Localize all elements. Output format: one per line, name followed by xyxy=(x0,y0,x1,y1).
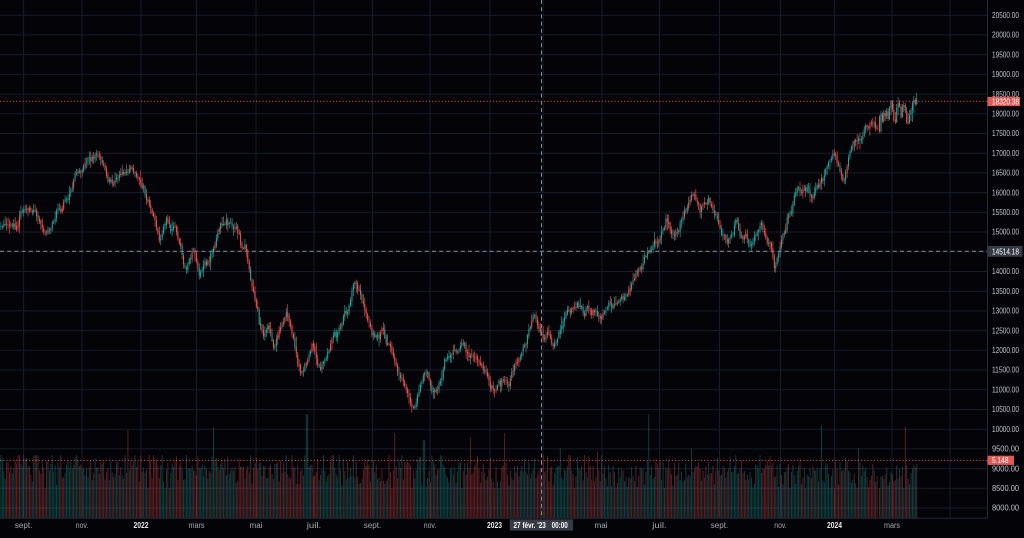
svg-text:10500.00: 10500.00 xyxy=(992,405,1019,414)
svg-text:15500.00: 15500.00 xyxy=(992,208,1019,217)
svg-text:14514.18: 14514.18 xyxy=(992,248,1019,257)
svg-text:2022: 2022 xyxy=(134,521,149,530)
svg-text:nov.: nov. xyxy=(76,521,89,530)
svg-text:11500.00: 11500.00 xyxy=(992,366,1019,375)
svg-text:17000.00: 17000.00 xyxy=(992,149,1019,158)
svg-text:15000.00: 15000.00 xyxy=(992,228,1019,237)
svg-text:juil.: juil. xyxy=(651,521,667,530)
svg-text:20000.00: 20000.00 xyxy=(992,31,1019,40)
svg-text:12500.00: 12500.00 xyxy=(992,326,1019,335)
svg-text:juil.: juil. xyxy=(306,521,322,530)
svg-text:18000.00: 18000.00 xyxy=(992,110,1019,119)
svg-text:18500.00: 18500.00 xyxy=(992,90,1019,99)
svg-text:sept.: sept. xyxy=(15,521,33,530)
svg-text:8500.00: 8500.00 xyxy=(992,484,1020,493)
svg-text:19500.00: 19500.00 xyxy=(992,50,1019,59)
svg-text:sept.: sept. xyxy=(364,521,382,530)
svg-text:mars: mars xyxy=(884,521,900,530)
svg-text:2024: 2024 xyxy=(827,521,842,530)
svg-text:11000.00: 11000.00 xyxy=(992,385,1019,394)
svg-text:nov.: nov. xyxy=(424,521,437,530)
svg-text:17500.00: 17500.00 xyxy=(992,129,1019,138)
svg-text:14000.00: 14000.00 xyxy=(992,267,1019,276)
svg-text:12000.00: 12000.00 xyxy=(992,346,1019,355)
svg-text:5.148: 5.148 xyxy=(992,456,1009,465)
svg-text:sept.: sept. xyxy=(711,521,729,530)
svg-text:16000.00: 16000.00 xyxy=(992,188,1019,197)
svg-text:9000.00: 9000.00 xyxy=(992,464,1020,473)
svg-text:mai: mai xyxy=(250,521,263,530)
svg-text:16500.00: 16500.00 xyxy=(992,169,1019,178)
svg-text:9500.00: 9500.00 xyxy=(992,445,1020,454)
svg-text:13000.00: 13000.00 xyxy=(992,307,1019,316)
svg-text:10000.00: 10000.00 xyxy=(992,425,1019,434)
svg-text:20500.00: 20500.00 xyxy=(992,11,1019,20)
svg-text:18320.38: 18320.38 xyxy=(992,97,1019,106)
svg-text:nov.: nov. xyxy=(774,521,787,530)
svg-text:mai: mai xyxy=(595,521,608,530)
svg-text:19000.00: 19000.00 xyxy=(992,70,1019,79)
svg-text:mars: mars xyxy=(189,521,205,530)
svg-text:2023: 2023 xyxy=(487,521,502,530)
svg-text:27 févr. '23: 27 févr. '23 xyxy=(514,521,547,530)
svg-text:00:00: 00:00 xyxy=(552,521,569,530)
svg-text:13500.00: 13500.00 xyxy=(992,287,1019,296)
svg-text:8000.00: 8000.00 xyxy=(992,504,1020,513)
